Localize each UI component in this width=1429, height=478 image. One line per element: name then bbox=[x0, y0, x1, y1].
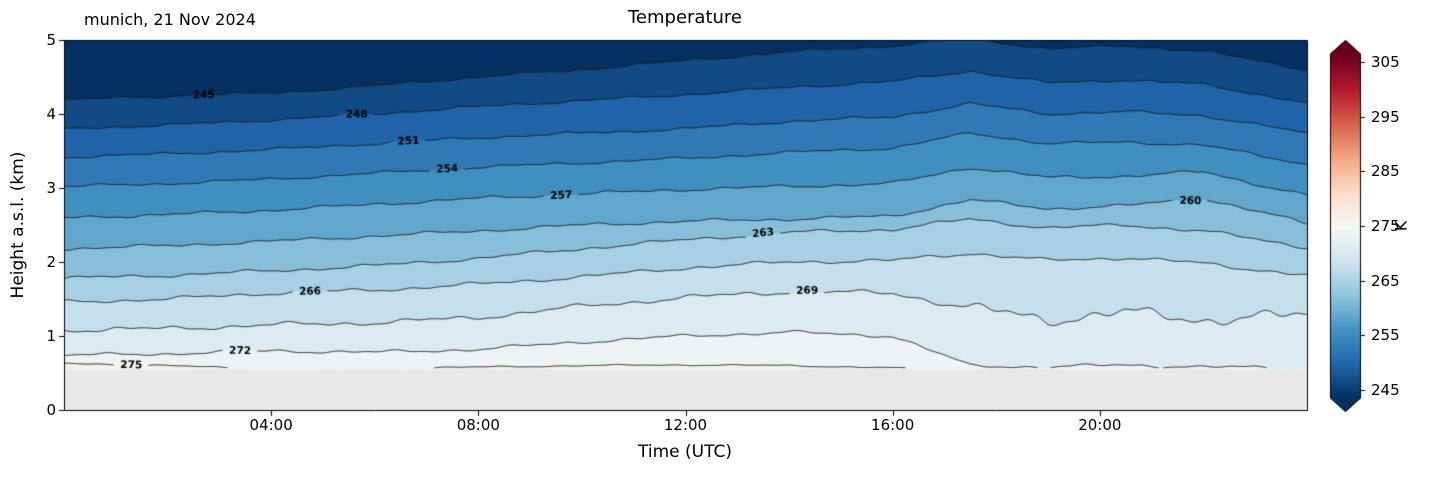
colorbar-tick-label: 305 bbox=[1371, 53, 1400, 72]
y-tick-label: 4 bbox=[46, 105, 56, 123]
x-tick-label: 04:00 bbox=[249, 416, 293, 434]
x-axis-label: Time (UTC) bbox=[638, 442, 732, 462]
colorbar-tick-label: 295 bbox=[1371, 107, 1400, 126]
colorbar-tick-label: 285 bbox=[1371, 162, 1400, 181]
y-tick-label: 3 bbox=[46, 179, 56, 197]
y-tick-label: 1 bbox=[46, 327, 56, 345]
colorbar-tick-label: 265 bbox=[1371, 271, 1400, 290]
y-tick-label: 5 bbox=[46, 31, 56, 49]
x-tick-label: 08:00 bbox=[456, 416, 500, 434]
y-tick-label: 2 bbox=[46, 253, 56, 271]
date-annotation: munich, 21 Nov 2024 bbox=[84, 10, 256, 29]
x-tick-label: 20:00 bbox=[1078, 416, 1122, 434]
colorbar-tick-label: 245 bbox=[1371, 380, 1400, 399]
chart-title: Temperature bbox=[627, 7, 743, 28]
x-tick-label: 12:00 bbox=[663, 416, 708, 434]
y-axis-label: Height a.s.l. (km) bbox=[8, 151, 28, 299]
y-tick-label: 0 bbox=[46, 401, 56, 419]
colorbar-tick-label: 275 bbox=[1371, 217, 1400, 235]
x-tick-label: 16:00 bbox=[871, 416, 915, 434]
colorbar-tick-label: 255 bbox=[1371, 326, 1400, 345]
